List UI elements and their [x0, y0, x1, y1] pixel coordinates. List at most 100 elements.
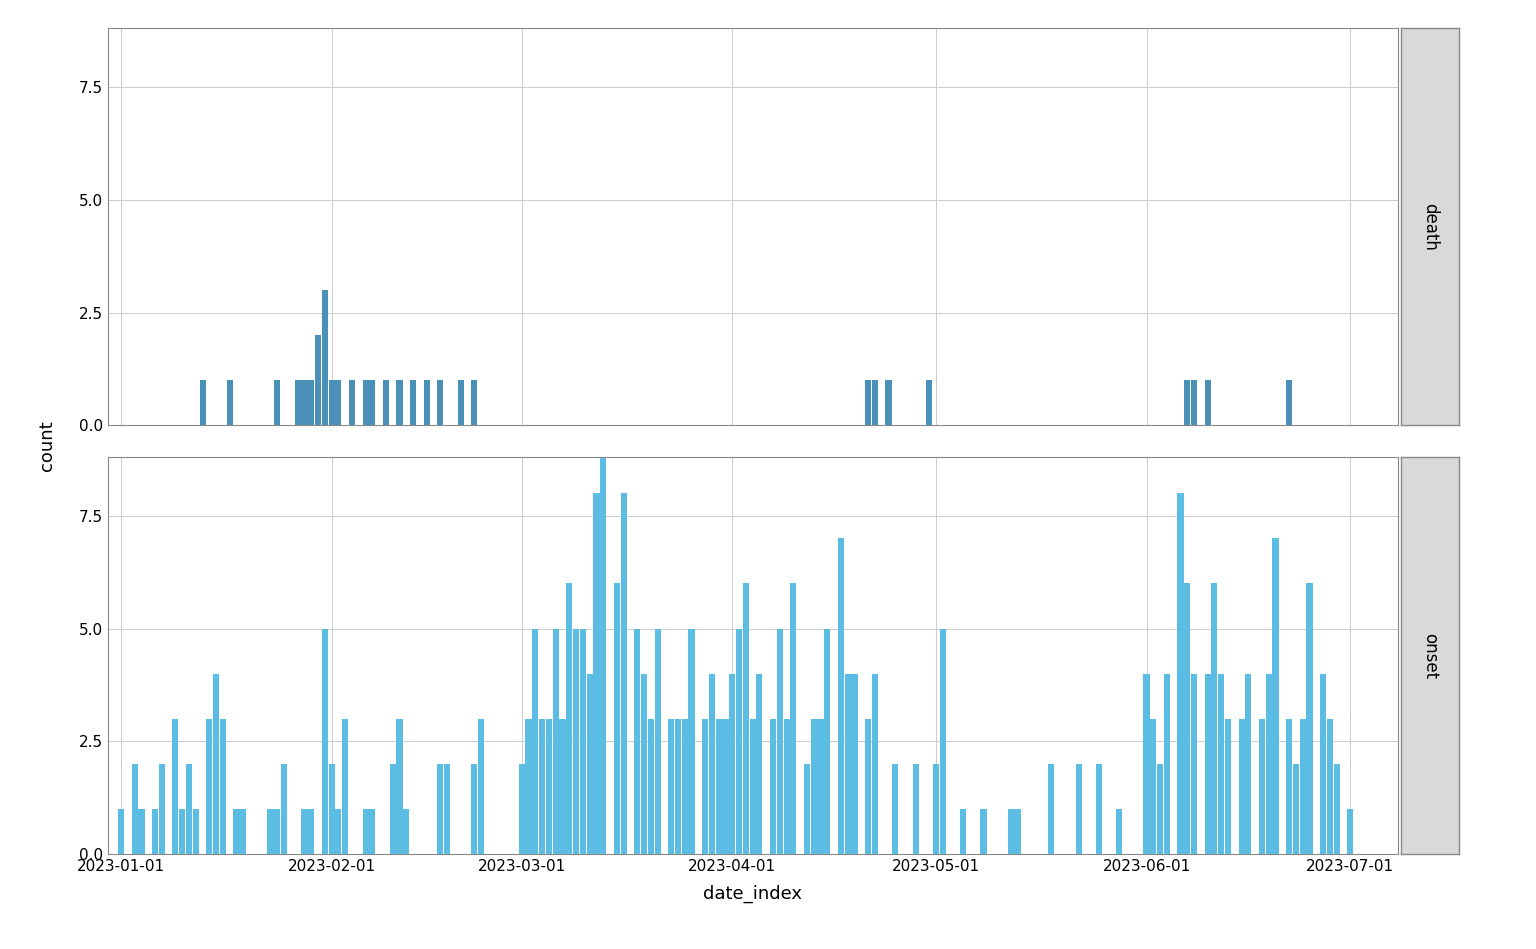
- Bar: [587, 674, 593, 854]
- Bar: [1286, 718, 1292, 854]
- Bar: [634, 628, 641, 854]
- Bar: [674, 718, 680, 854]
- Bar: [309, 809, 315, 854]
- Bar: [573, 628, 579, 854]
- Bar: [837, 538, 843, 854]
- Bar: [152, 809, 158, 854]
- Bar: [708, 674, 714, 854]
- Bar: [1008, 809, 1014, 854]
- Bar: [315, 335, 321, 425]
- Bar: [593, 493, 599, 854]
- Bar: [335, 809, 341, 854]
- Bar: [865, 718, 871, 854]
- Bar: [1178, 493, 1184, 854]
- Bar: [736, 628, 742, 854]
- Bar: [817, 718, 823, 854]
- Bar: [885, 381, 891, 425]
- Bar: [335, 381, 341, 425]
- Bar: [892, 764, 899, 854]
- Bar: [1333, 764, 1339, 854]
- Bar: [621, 493, 627, 854]
- Bar: [180, 809, 186, 854]
- Bar: [281, 764, 287, 854]
- Bar: [960, 809, 966, 854]
- Bar: [716, 718, 722, 854]
- Bar: [1218, 674, 1224, 854]
- Bar: [382, 381, 389, 425]
- Bar: [1212, 584, 1218, 854]
- Bar: [1286, 381, 1292, 425]
- Bar: [851, 674, 857, 854]
- Bar: [525, 718, 531, 854]
- Bar: [396, 381, 402, 425]
- Bar: [444, 764, 450, 854]
- Bar: [872, 674, 879, 854]
- Bar: [158, 764, 164, 854]
- Bar: [267, 809, 273, 854]
- Bar: [912, 764, 919, 854]
- Bar: [1307, 584, 1313, 854]
- Bar: [1293, 764, 1299, 854]
- Bar: [301, 381, 307, 425]
- Bar: [743, 584, 750, 854]
- Bar: [1190, 381, 1197, 425]
- Bar: [118, 809, 124, 854]
- Bar: [275, 381, 281, 425]
- Bar: [1184, 584, 1190, 854]
- Bar: [321, 628, 327, 854]
- Bar: [1190, 674, 1197, 854]
- Bar: [1246, 674, 1252, 854]
- Bar: [1319, 674, 1326, 854]
- Bar: [553, 628, 559, 854]
- Bar: [1184, 381, 1190, 425]
- Bar: [362, 809, 369, 854]
- Text: death: death: [1421, 203, 1439, 251]
- Bar: [186, 764, 192, 854]
- Bar: [845, 674, 851, 854]
- Bar: [404, 809, 410, 854]
- Bar: [309, 381, 315, 425]
- Bar: [1224, 718, 1230, 854]
- Bar: [980, 809, 986, 854]
- Bar: [349, 381, 355, 425]
- Bar: [424, 381, 430, 425]
- Bar: [539, 718, 545, 854]
- Bar: [519, 764, 525, 854]
- Bar: [641, 674, 647, 854]
- Bar: [1143, 674, 1149, 854]
- Bar: [472, 381, 478, 425]
- Bar: [220, 718, 226, 854]
- Bar: [722, 718, 728, 854]
- Bar: [1272, 538, 1278, 854]
- Bar: [688, 628, 694, 854]
- Bar: [172, 718, 178, 854]
- Bar: [200, 381, 206, 425]
- Bar: [390, 764, 396, 854]
- Bar: [1266, 674, 1272, 854]
- X-axis label: date_index: date_index: [703, 885, 802, 903]
- Bar: [926, 381, 932, 425]
- Bar: [214, 674, 220, 854]
- Bar: [233, 809, 240, 854]
- Bar: [533, 628, 539, 854]
- Bar: [702, 718, 708, 854]
- Bar: [777, 628, 783, 854]
- Bar: [275, 809, 281, 854]
- Bar: [369, 381, 375, 425]
- Bar: [559, 718, 565, 854]
- Bar: [545, 718, 551, 854]
- Bar: [329, 764, 335, 854]
- Bar: [1095, 764, 1101, 854]
- Text: onset: onset: [1421, 633, 1439, 679]
- Bar: [601, 448, 607, 854]
- Bar: [438, 381, 444, 425]
- Bar: [940, 628, 946, 854]
- Bar: [478, 718, 484, 854]
- Bar: [614, 584, 621, 854]
- Bar: [770, 718, 776, 854]
- Bar: [1347, 809, 1353, 854]
- Bar: [192, 809, 198, 854]
- Bar: [1014, 809, 1020, 854]
- Bar: [756, 674, 762, 854]
- Bar: [865, 381, 871, 425]
